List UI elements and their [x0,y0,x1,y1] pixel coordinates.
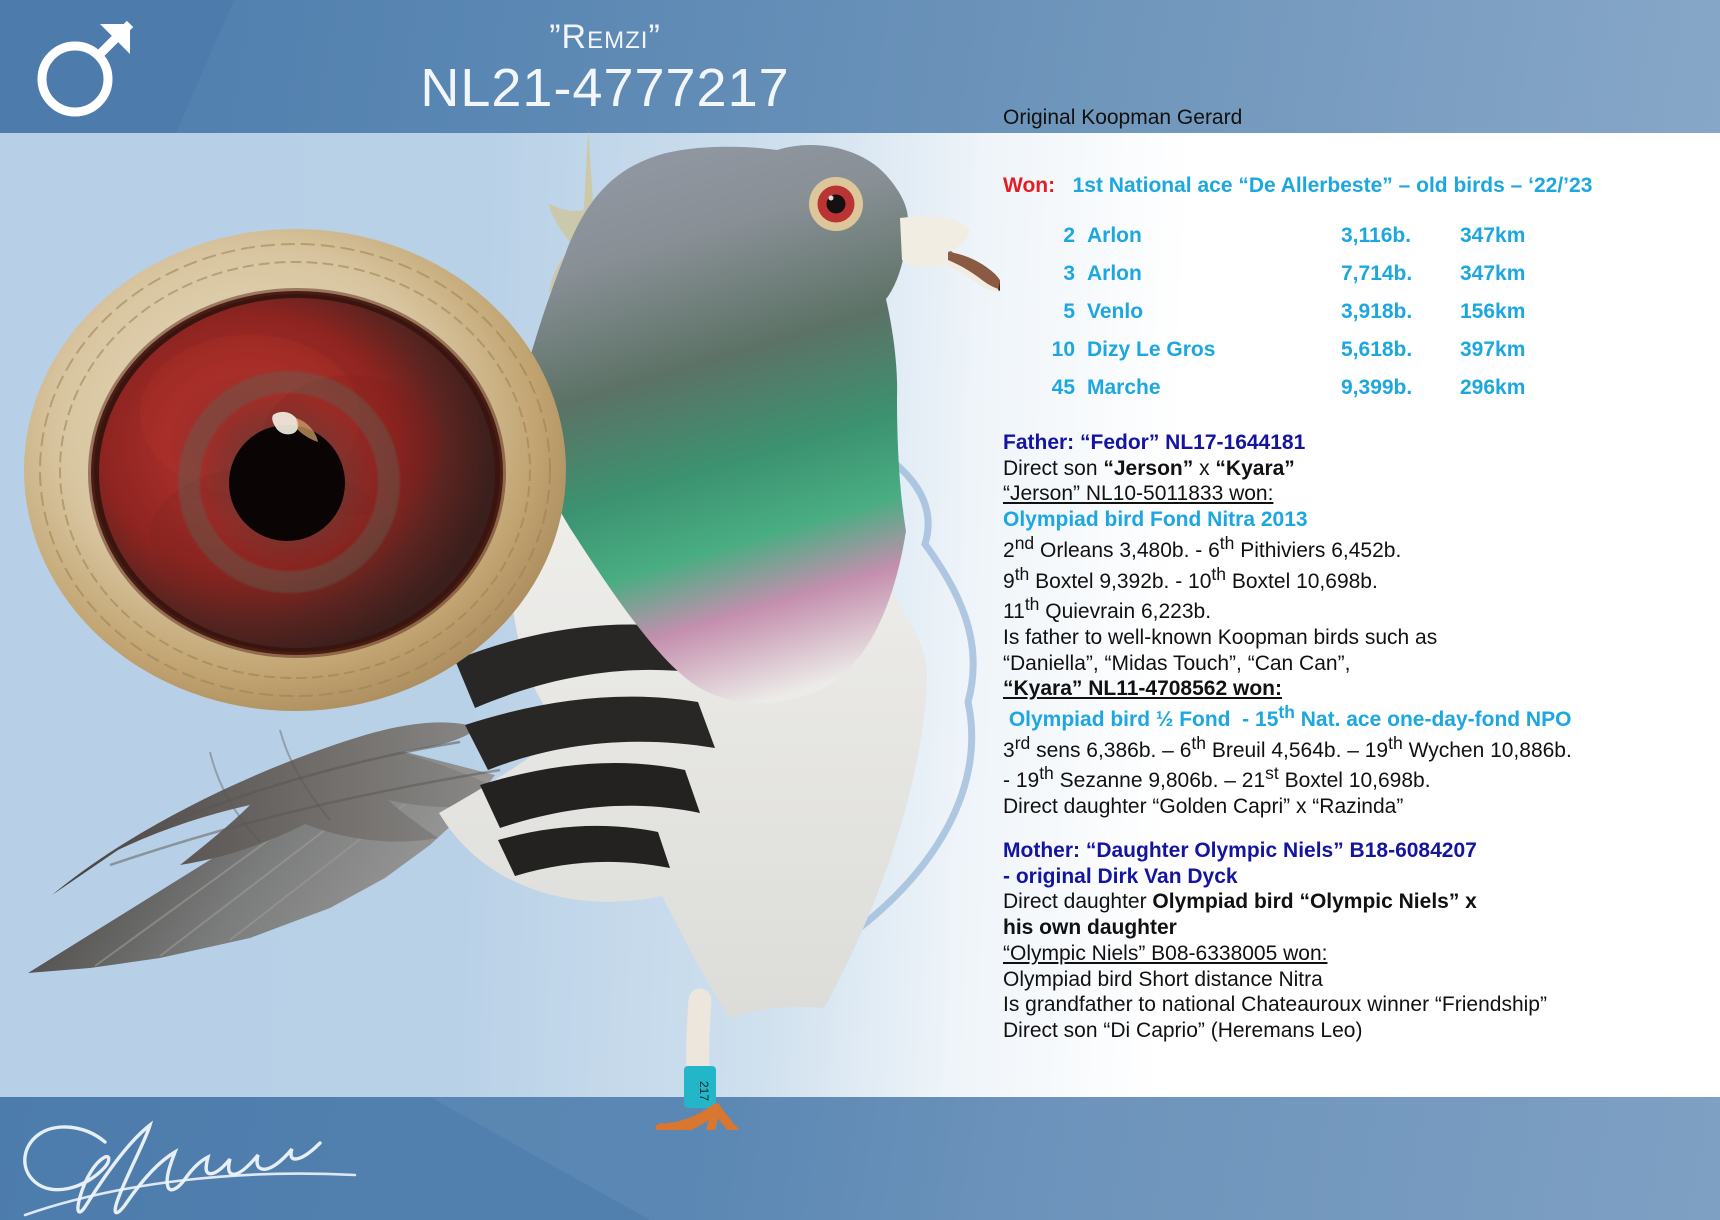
svg-text:217: 217 [697,1081,711,1101]
